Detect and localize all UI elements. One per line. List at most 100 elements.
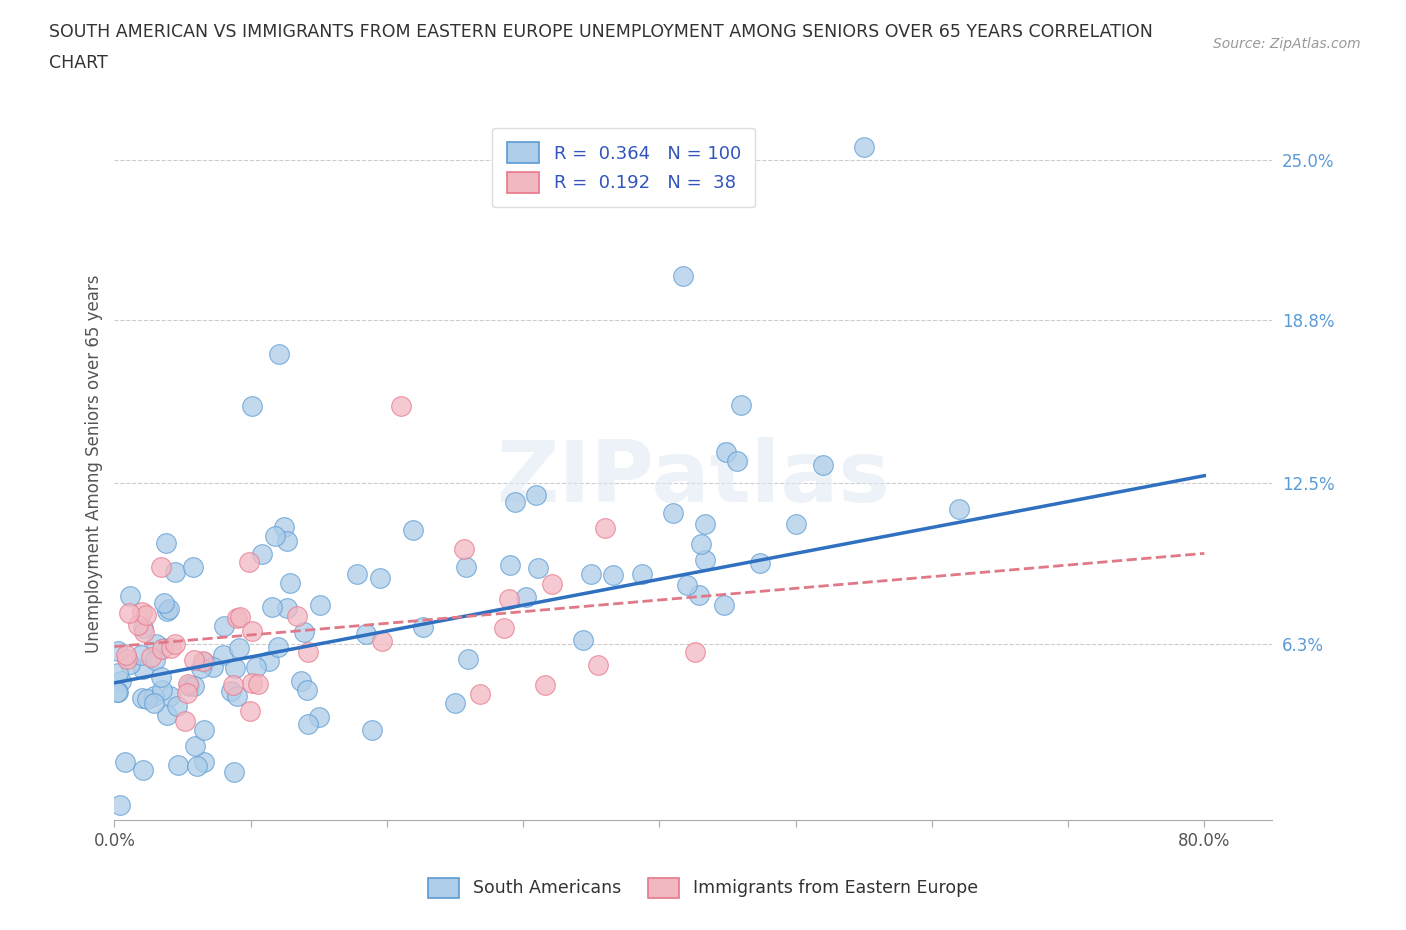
Point: [515, 590, 537, 604]
Point: [177, 679, 200, 694]
Point: [730, 398, 752, 413]
Point: [153, 596, 176, 611]
Point: [260, 600, 283, 615]
Point: [165, 565, 187, 579]
Point: [228, 640, 250, 655]
Point: [152, 641, 174, 656]
Point: [132, 625, 155, 640]
Point: [675, 578, 697, 592]
Point: [159, 641, 181, 656]
Point: [273, 520, 295, 535]
Point: [150, 560, 173, 575]
Point: [115, 647, 138, 662]
Point: [107, 643, 129, 658]
Point: [250, 547, 273, 562]
Point: [225, 688, 247, 703]
Point: [115, 652, 138, 667]
Legend: South Americans, Immigrants from Eastern Europe: South Americans, Immigrants from Eastern…: [422, 870, 984, 905]
Point: [143, 696, 166, 711]
Point: [456, 560, 478, 575]
Point: [811, 458, 834, 472]
Point: [285, 609, 308, 624]
Point: [191, 653, 214, 668]
Point: [240, 398, 263, 413]
Point: [247, 677, 270, 692]
Point: [630, 566, 652, 581]
Point: [156, 603, 179, 618]
Point: [155, 535, 177, 550]
Point: [132, 763, 155, 777]
Point: [505, 495, 527, 510]
Point: [145, 637, 167, 652]
Point: [238, 555, 260, 570]
Point: [105, 685, 128, 700]
Y-axis label: Unemployment Among Seniors over 65 years: Unemployment Among Seniors over 65 years: [86, 274, 103, 653]
Point: [499, 558, 522, 573]
Point: [107, 684, 129, 699]
Point: [240, 624, 263, 639]
Point: [166, 698, 188, 713]
Point: [672, 269, 695, 284]
Point: [183, 678, 205, 693]
Point: [368, 570, 391, 585]
Point: [492, 620, 515, 635]
Point: [443, 696, 465, 711]
Point: [297, 644, 319, 659]
Point: [155, 708, 177, 723]
Point: [361, 723, 384, 737]
Point: [118, 589, 141, 604]
Point: [257, 654, 280, 669]
Point: [224, 660, 246, 675]
Point: [150, 642, 173, 657]
Point: [453, 541, 475, 556]
Point: [412, 619, 434, 634]
Point: [127, 618, 149, 632]
Point: [135, 608, 157, 623]
Text: SOUTH AMERICAN VS IMMIGRANTS FROM EASTERN EUROPE UNEMPLOYMENT AMONG SENIORS OVER: SOUTH AMERICAN VS IMMIGRANTS FROM EASTER…: [49, 23, 1153, 41]
Point: [202, 659, 225, 674]
Point: [131, 604, 153, 619]
Point: [662, 505, 685, 520]
Point: [212, 619, 235, 634]
Point: [264, 528, 287, 543]
Point: [276, 534, 298, 549]
Point: [132, 620, 155, 635]
Legend: R =  0.364   N = 100, R =  0.192   N =  38: R = 0.364 N = 100, R = 0.192 N = 38: [492, 127, 755, 207]
Point: [292, 624, 315, 639]
Point: [143, 652, 166, 667]
Point: [114, 754, 136, 769]
Point: [593, 520, 616, 535]
Point: [183, 560, 205, 575]
Point: [498, 591, 520, 606]
Point: [785, 517, 807, 532]
Point: [713, 598, 735, 613]
Point: [107, 666, 129, 681]
Text: CHART: CHART: [49, 54, 108, 72]
Point: [541, 576, 564, 591]
Point: [176, 685, 198, 700]
Point: [110, 797, 132, 812]
Point: [267, 639, 290, 654]
Point: [157, 602, 180, 617]
Point: [163, 637, 186, 652]
Point: [183, 653, 205, 668]
Point: [229, 609, 252, 624]
Point: [297, 716, 319, 731]
Point: [245, 659, 267, 674]
Point: [457, 651, 479, 666]
Text: ZIPatlas: ZIPatlas: [496, 437, 890, 520]
Point: [193, 654, 215, 669]
Point: [186, 759, 208, 774]
Point: [110, 674, 132, 689]
Point: [290, 674, 312, 689]
Point: [222, 677, 245, 692]
Point: [212, 647, 235, 662]
Point: [470, 686, 492, 701]
Point: [690, 537, 713, 551]
Point: [714, 445, 737, 459]
Point: [184, 738, 207, 753]
Point: [749, 555, 772, 570]
Point: [389, 398, 412, 413]
Point: [524, 488, 547, 503]
Point: [219, 684, 242, 698]
